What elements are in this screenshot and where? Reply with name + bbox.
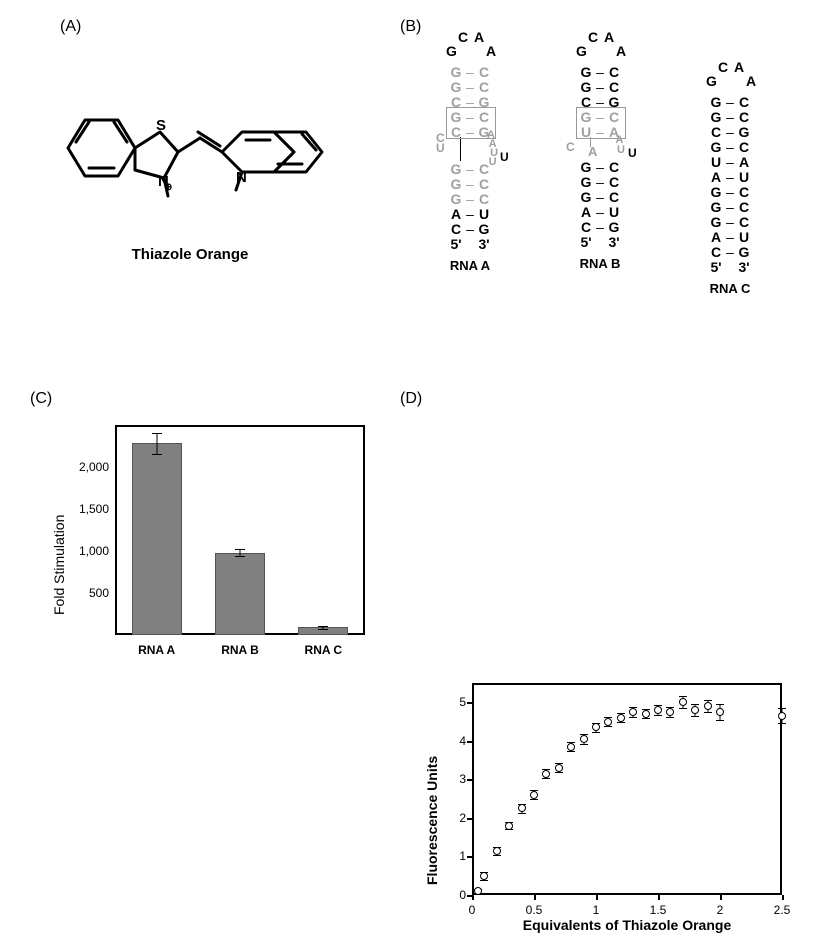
panel-b-label: (B)	[400, 18, 421, 36]
scatter-point	[716, 708, 724, 716]
scatter-xtick: 0.5	[520, 903, 548, 917]
scatter-point	[778, 712, 786, 720]
svg-text:S: S	[156, 117, 166, 134]
panel-d-scatter: Fluorescence Units Equivalents of Thiazo…	[420, 675, 800, 945]
scatter-ytick: 2	[442, 811, 466, 825]
scatter-point	[474, 887, 482, 895]
panel-a-label: (A)	[60, 18, 81, 36]
scatter-xlabel: Equivalents of Thiazole Orange	[472, 917, 782, 933]
scatter-xtick: 0	[458, 903, 486, 917]
rna-a-structure: C A G A G–CG–CC–GG–CC–GCUA A U UUG–CG–CG…	[440, 30, 500, 272]
scatter-xtick: 1.5	[644, 903, 672, 917]
scatter-point	[542, 770, 550, 778]
barchart-xcat: RNA A	[126, 643, 188, 657]
scatter-point	[642, 710, 650, 718]
scatter-point	[567, 743, 575, 751]
scatter-point	[480, 872, 488, 880]
scatter-xtick: 1	[582, 903, 610, 917]
scatter-point	[555, 764, 563, 772]
barchart-xcat: RNA B	[209, 643, 271, 657]
svg-text:⊕: ⊕	[164, 182, 172, 193]
rna-a-name: RNA A	[440, 259, 500, 272]
scatter-xtick: 2	[706, 903, 734, 917]
svg-text:N: N	[236, 169, 247, 186]
scatter-point	[604, 718, 612, 726]
scatter-ytick: 0	[442, 888, 466, 902]
rna-c-name: RNA C	[700, 282, 760, 295]
barchart-xcat: RNA C	[292, 643, 354, 657]
scatter-point	[505, 822, 513, 830]
panel-b: C A G A G–CG–CC–GG–CC–GCUA A U UUG–CG–CG…	[420, 30, 810, 350]
scatter-point	[617, 714, 625, 722]
figure-root: (A) (B) (C) (D)	[0, 0, 819, 702]
scatter-ytick: 1	[442, 849, 466, 863]
rna-b-name: RNA B	[570, 257, 630, 270]
scatter-point	[629, 708, 637, 716]
scatter-point	[580, 735, 588, 743]
panel-c-label: (C)	[30, 390, 52, 408]
scatter-point	[666, 708, 674, 716]
scatter-ytick: 3	[442, 772, 466, 786]
panel-a: S N ⊕ N Thiazole Orange	[50, 60, 330, 263]
thiazole-orange-structure: S N ⊕ N	[50, 60, 330, 240]
barchart-ytick: 500	[65, 586, 109, 600]
scatter-ylabel: Fluorescence Units	[424, 756, 440, 885]
scatter-xtick: 2.5	[768, 903, 796, 917]
scatter-point	[592, 723, 600, 731]
scatter-point	[691, 706, 699, 714]
scatter-point	[704, 702, 712, 710]
bar-rna-b	[215, 553, 265, 635]
scatter-ytick: 4	[442, 734, 466, 748]
barchart-ytick: 1,500	[65, 502, 109, 516]
panel-c-barchart: Fold Stimulation 5001,0001,5002,000 RNA …	[55, 415, 375, 675]
scatter-point	[518, 804, 526, 812]
scatter-point	[493, 847, 501, 855]
bar-rna-a	[132, 443, 182, 635]
rna-b-structure: C A G A G–CG–CC–GG–CU–ACA UUAG–CG–CG–CA–…	[570, 30, 630, 270]
panel-a-caption: Thiazole Orange	[50, 246, 330, 263]
barchart-ytick: 2,000	[65, 460, 109, 474]
scatter-point	[530, 791, 538, 799]
barchart-ytick: 1,000	[65, 544, 109, 558]
scatter-point	[679, 698, 687, 706]
scatter-point	[654, 706, 662, 714]
panel-d-label: (D)	[400, 390, 422, 408]
scatter-plot-area	[472, 683, 782, 895]
scatter-ytick: 5	[442, 695, 466, 709]
rna-c-structure: C A G A G–CG–CC–GG–CU–AA–UG–CG–CG–CA–UC–…	[700, 60, 760, 295]
